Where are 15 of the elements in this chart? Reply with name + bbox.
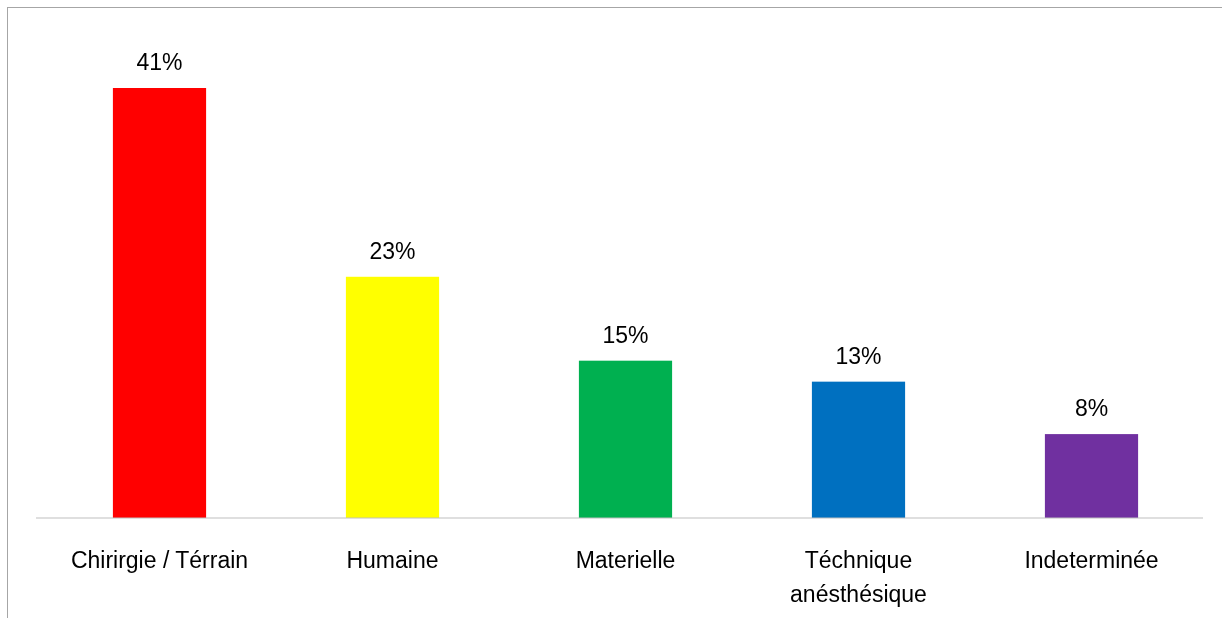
bar <box>345 276 440 518</box>
data-label: 8% <box>1074 395 1109 422</box>
data-label: 15% <box>602 321 649 348</box>
bar <box>112 88 207 518</box>
data-label: 13% <box>835 342 882 369</box>
x-tick-label: Indeterminée <box>1024 547 1159 573</box>
x-tick-label: Materielle <box>575 547 676 573</box>
x-tick-label: Chirirgie / Térrain <box>70 547 249 573</box>
bar <box>1044 434 1139 518</box>
x-tick-label: Humaine <box>346 547 439 573</box>
bar <box>578 360 673 518</box>
bar <box>811 381 906 518</box>
data-label: 23% <box>369 237 416 264</box>
data-label: 41% <box>136 49 183 75</box>
x-tick-label: Téchnique anésthésique <box>790 547 927 607</box>
